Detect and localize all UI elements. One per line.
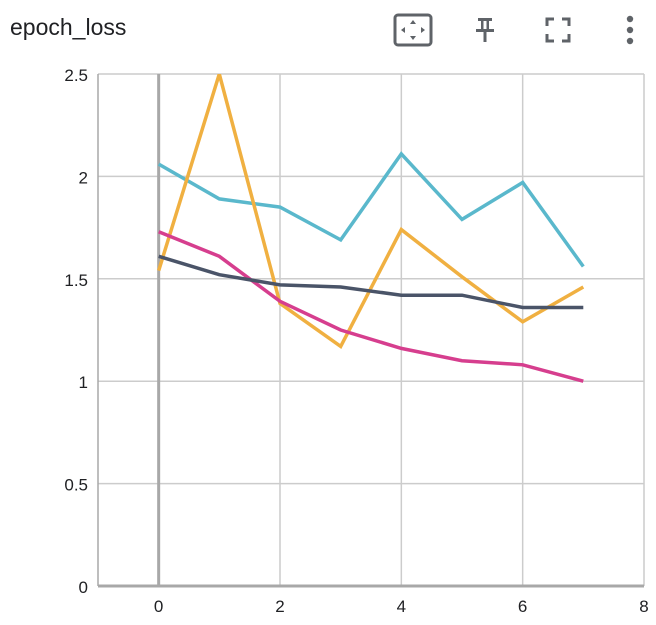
x-tick-label: 8 bbox=[639, 597, 648, 616]
pin-button[interactable] bbox=[465, 10, 505, 50]
y-tick-label: 1.5 bbox=[64, 271, 88, 290]
series-line[interactable] bbox=[158, 230, 584, 383]
series-line[interactable] bbox=[157, 151, 585, 268]
fit-domain-button[interactable] bbox=[393, 10, 433, 50]
chart-area: 0 0.5 1 1.5 2 2.5 0 2 4 6 8 bbox=[0, 60, 656, 620]
y-tick-label: 0 bbox=[79, 578, 88, 597]
y-tick-label: 2 bbox=[79, 168, 88, 187]
series-2 bbox=[158, 230, 584, 383]
x-tick-label: 4 bbox=[397, 597, 406, 616]
x-tick-label: 6 bbox=[518, 597, 527, 616]
more-options-button[interactable] bbox=[610, 10, 650, 50]
fullscreen-button[interactable] bbox=[538, 10, 578, 50]
x-tick-label: 2 bbox=[275, 597, 284, 616]
fullscreen-icon bbox=[545, 17, 571, 43]
y-tick-label: 0.5 bbox=[64, 476, 88, 495]
axes bbox=[97, 74, 644, 588]
grid-lines bbox=[98, 73, 645, 586]
x-tick-label: 0 bbox=[154, 597, 163, 616]
series-0 bbox=[157, 151, 585, 268]
y-tick-label: 1 bbox=[79, 373, 88, 392]
tick-labels: 0 0.5 1 1.5 2 2.5 0 2 4 6 8 bbox=[64, 66, 648, 616]
series-1 bbox=[157, 74, 585, 349]
series-line[interactable] bbox=[157, 74, 585, 349]
card-header: epoch_loss bbox=[0, 0, 656, 60]
series-line[interactable] bbox=[158, 254, 584, 310]
more-options-icon bbox=[626, 15, 634, 45]
line-chart[interactable]: 0 0.5 1 1.5 2 2.5 0 2 4 6 8 bbox=[0, 60, 656, 620]
series-lines bbox=[157, 74, 585, 383]
pin-icon bbox=[476, 18, 494, 42]
series-3 bbox=[158, 254, 584, 310]
fit-domain-icon bbox=[393, 13, 433, 47]
y-tick-label: 2.5 bbox=[64, 66, 88, 85]
chart-title: epoch_loss bbox=[10, 14, 127, 40]
